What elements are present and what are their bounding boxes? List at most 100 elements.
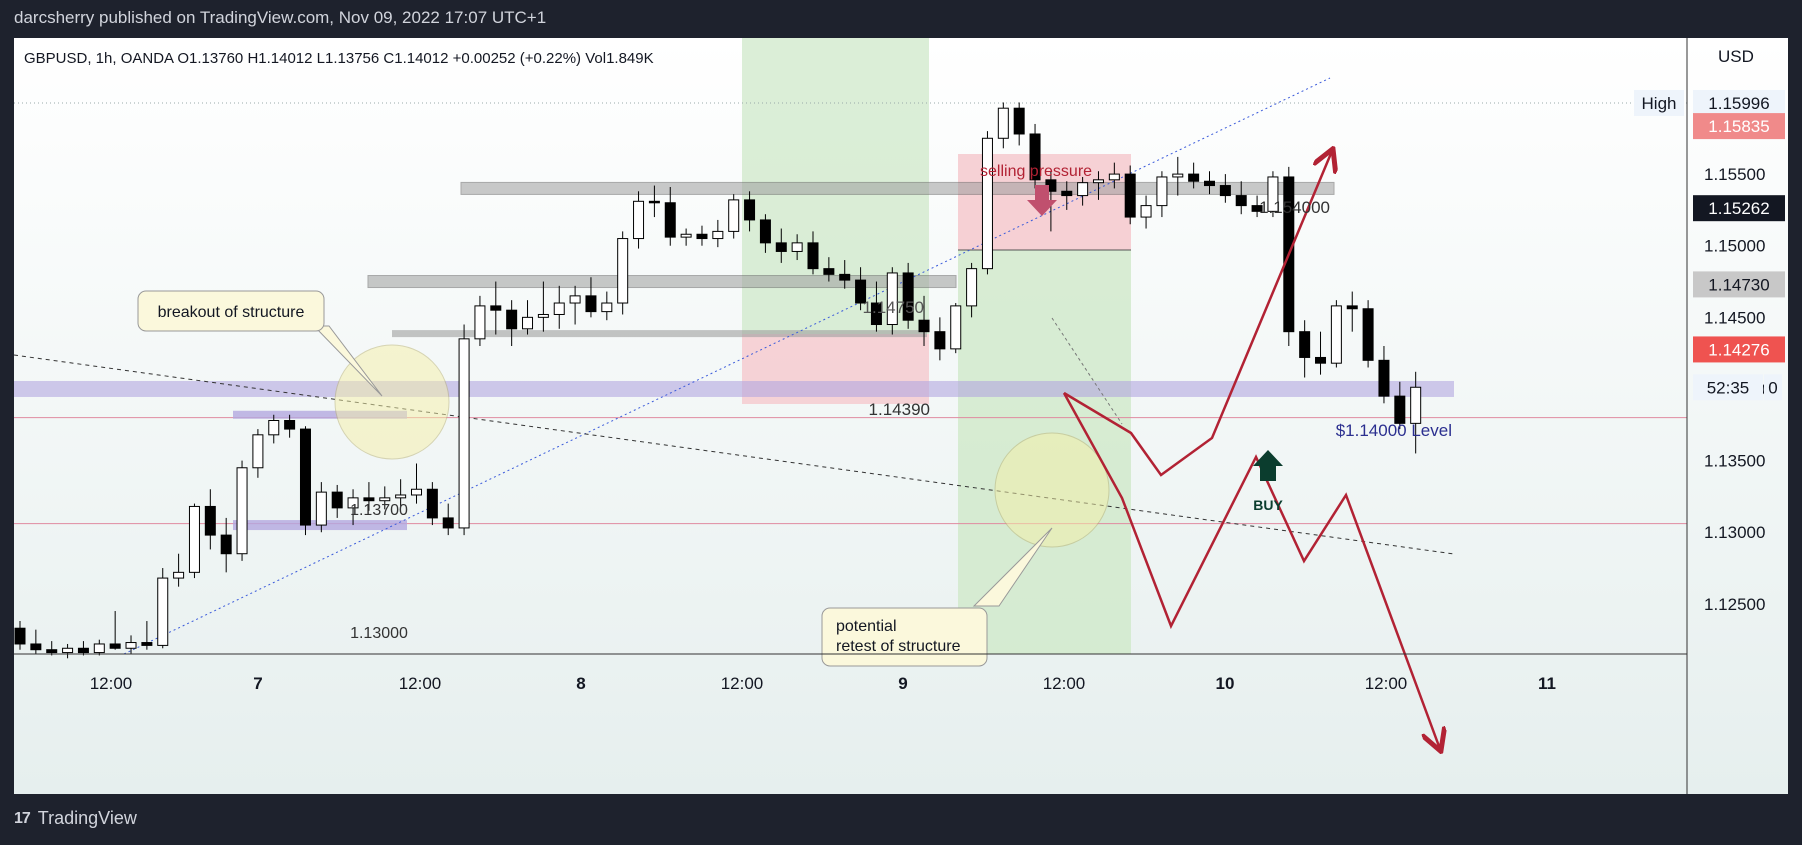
selling-arrow-shaft	[1035, 185, 1049, 201]
candle	[950, 303, 962, 354]
projection-path-up	[1063, 151, 1332, 477]
candle-body	[1362, 308, 1374, 361]
candle-body	[1156, 176, 1168, 207]
candle	[1061, 181, 1073, 210]
candle	[791, 234, 803, 261]
x-tick-label: 12:00	[1365, 674, 1408, 693]
candle-body	[426, 488, 438, 519]
candle	[204, 489, 216, 550]
price-chart[interactable]: breakout of structure potential retest of …	[13, 38, 1788, 794]
candle	[1378, 346, 1390, 404]
candle-body	[109, 643, 121, 649]
candle-body	[902, 272, 914, 321]
candle	[759, 214, 771, 253]
candle	[664, 186, 676, 246]
label-1.1439: 1.14390	[869, 400, 930, 419]
candle-body	[1394, 395, 1406, 424]
candle-body	[823, 268, 835, 275]
candle-body	[664, 202, 676, 238]
candle	[680, 228, 692, 246]
candle-body	[633, 200, 645, 240]
price-label-bg	[1693, 336, 1785, 363]
candle	[902, 262, 914, 329]
candle-body	[379, 497, 391, 502]
candle-body	[1410, 386, 1422, 424]
y-tick-label: 1.15000	[1704, 237, 1765, 256]
candle-body	[759, 219, 771, 244]
candle	[1330, 300, 1342, 368]
candle-body	[157, 577, 169, 646]
candle-body	[1124, 173, 1136, 218]
price-label-1.14276: 1.14276	[1693, 336, 1785, 363]
candle-body	[1251, 205, 1263, 212]
x-tick-label: 11	[1538, 674, 1556, 693]
buy-arrow-shaft	[1260, 466, 1276, 481]
candle-body	[141, 642, 153, 646]
y-tick-label: 1.12500	[1704, 595, 1765, 614]
tradingview-brand[interactable]: 17 TradingView	[14, 808, 137, 829]
price-label-text: High	[1642, 94, 1677, 113]
price-label-text: 1.15262	[1708, 199, 1769, 218]
candle	[1156, 171, 1168, 218]
brand-name: TradingView	[37, 808, 137, 828]
candle	[728, 194, 740, 239]
candle	[918, 295, 930, 346]
candle-body	[62, 647, 74, 654]
label-1.154: 1.154000	[1259, 198, 1330, 217]
candle-body	[1204, 180, 1215, 187]
candle	[1124, 165, 1136, 225]
candle	[236, 460, 248, 561]
level-zone-1.14	[14, 380, 1454, 397]
candle-body	[204, 505, 216, 536]
price-label-1.15262: 1.15262	[1693, 195, 1785, 222]
candle-body	[680, 233, 692, 238]
candle	[966, 262, 978, 318]
candle	[1219, 174, 1231, 203]
candle-body	[284, 419, 296, 430]
candle-body	[1077, 182, 1089, 197]
candle	[331, 484, 343, 518]
candle	[125, 635, 137, 654]
x-tick-label: 12:00	[90, 674, 133, 693]
price-label-bg	[1693, 113, 1785, 140]
label-1.137: 1.13700	[350, 502, 408, 519]
candle-body	[712, 230, 724, 240]
candle-body	[442, 517, 454, 529]
price-label-text: 52:35	[1707, 378, 1750, 397]
candle-body	[807, 242, 819, 270]
candle-body	[870, 302, 882, 326]
candle	[268, 414, 280, 444]
candle-body	[30, 643, 42, 651]
candle-body	[1267, 176, 1279, 212]
candle-body	[299, 428, 311, 526]
range-top-bar	[233, 410, 407, 419]
y-tick-label: 1.13000	[1704, 523, 1765, 542]
candle	[633, 191, 645, 249]
retest-callout-tail	[972, 527, 1053, 607]
candle-body	[744, 199, 756, 221]
candle-body	[363, 497, 375, 502]
candle	[1251, 195, 1263, 218]
candle-body	[252, 434, 264, 469]
publish-info: darcsherry published on TradingView.com,…	[14, 8, 547, 27]
price-label-1.15996: 1.15996	[1693, 90, 1785, 117]
chart-area[interactable]: breakout of structure potential retest of …	[13, 38, 1788, 794]
candle-body	[601, 302, 613, 313]
candle-body	[347, 497, 359, 509]
currency-label: USD	[1718, 47, 1754, 66]
candle	[1029, 123, 1041, 189]
candle	[1394, 381, 1406, 430]
retest-label-2: retest of structure	[836, 638, 961, 655]
candle-body	[331, 491, 343, 509]
candle	[474, 295, 486, 346]
candle	[696, 225, 708, 246]
candle	[1410, 371, 1422, 454]
x-tick-label: 7	[253, 674, 262, 693]
candle-body	[1315, 356, 1327, 364]
candle-body	[886, 272, 898, 326]
candle	[1077, 176, 1089, 206]
x-tick-label: 9	[898, 674, 907, 693]
candle	[1267, 171, 1279, 218]
candle-body	[188, 505, 200, 573]
candle-body	[1299, 331, 1311, 358]
